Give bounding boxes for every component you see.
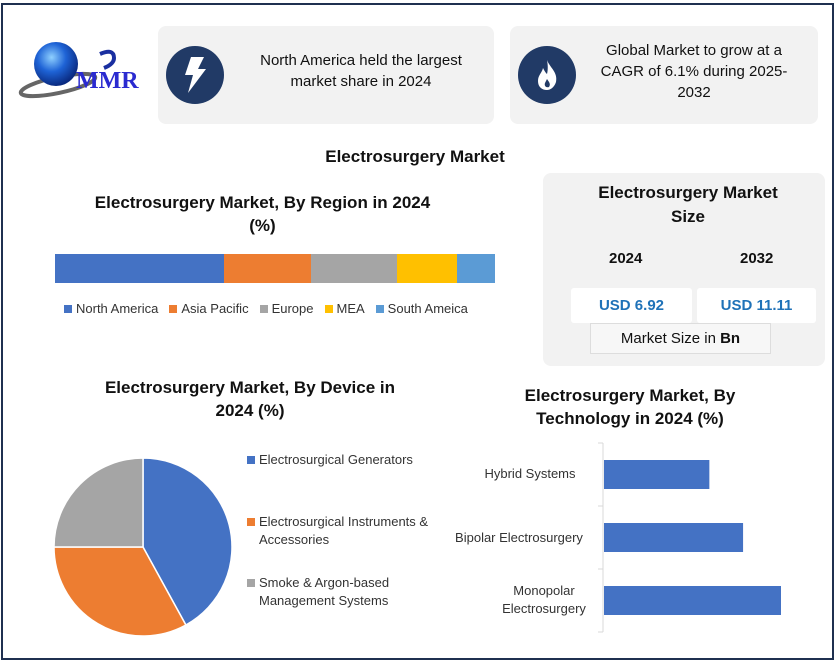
region-legend-item: MEA [324,301,365,316]
region-stacked-bar [55,254,495,283]
category-label: Hybrid Systems [484,466,576,481]
device-chart-title: Electrosurgery Market, By Device in 2024… [104,378,396,420]
legend-label: North America [76,301,159,316]
region-segment-mea [397,254,458,283]
globe-icon [18,42,117,99]
region-chart-title: Electrosurgery Market, By Region in 2024… [94,193,431,235]
mmr-logo: MMR [18,40,148,100]
year-2024: 2024 [609,250,643,267]
device-pie-chart [53,457,233,637]
region-legend-item: North America [64,301,158,316]
category-label: Bipolar Electrosurgery [455,530,583,545]
unit-label: Market Size in Bn [590,323,771,354]
technology-bar [604,586,781,615]
main-title: Electrosurgery Market [325,147,505,166]
legend-swatch [247,456,255,464]
legend-label: Electrosurgical Generators [259,452,413,467]
value-2032: USD 11.11 [697,288,816,323]
legend-label: Asia Pacific [181,301,249,316]
category-label: Monopolar Electrosurgery [502,583,586,616]
region-legend-item: South Ameica [375,301,468,316]
legend-swatch [247,579,255,587]
legend-swatch [324,304,333,313]
legend-swatch [169,304,178,313]
legend-swatch [259,304,268,313]
legend-label: MEA [336,301,365,316]
region-segment-europe [311,254,398,283]
technology-bar [604,523,744,552]
pie-slice [53,546,187,637]
legend-swatch [247,518,255,526]
technology-chart-title: Electrosurgery Market, By Technology in … [524,386,736,428]
unit-prefix: Market Size in [620,330,721,347]
infographic-frame [1,3,834,660]
cagr-card-text: Global Market to grow at a CAGR of 6.1% … [600,42,788,101]
region-segment-north-america [55,254,225,283]
legend-label: South Ameica [387,301,468,316]
region-segment-asia-pacific [224,254,312,283]
flame-icon [518,46,576,104]
pie-slice [53,457,144,548]
legend-label: Smoke & Argon-based Management Systems [259,575,390,608]
unit-value: Bn [720,330,741,347]
legend-label: Electrosurgical Instruments & Accessorie… [259,514,429,547]
legend-swatch [375,304,384,313]
pie-legend-item: Smoke & Argon-based Management Systems [247,574,407,610]
legend-swatch [64,304,72,313]
value-2024: USD 6.92 [571,288,692,323]
region-card-text: North America held the largest market sh… [260,52,462,90]
region-legend-item: Asia Pacific [169,301,249,316]
pie-legend-item: Electrosurgical Instruments & Accessorie… [247,513,447,549]
region-legend-item: Europe [259,301,314,316]
region-segment-south-ameica [457,254,495,283]
region-legend: North America Asia Pacific Europe MEA South … [64,301,468,316]
technology-bar-chart [598,442,781,633]
info-card-region: North America held the largest market sh… [158,26,494,124]
technology-bar [604,460,710,489]
market-size-title: Electrosurgery Market Size [598,183,778,226]
logo-text: MMR [76,68,139,94]
pie-legend-item: Electrosurgical Generators [247,451,437,469]
pie-slice [142,457,233,627]
legend-label: Europe [271,301,314,316]
info-card-cagr: Global Market to grow at a CAGR of 6.1% … [510,26,818,124]
year-2032: 2032 [740,250,774,267]
market-size-panel: Electrosurgery Market Size 2024 2032 USD… [543,173,825,366]
lightning-icon [166,46,224,104]
